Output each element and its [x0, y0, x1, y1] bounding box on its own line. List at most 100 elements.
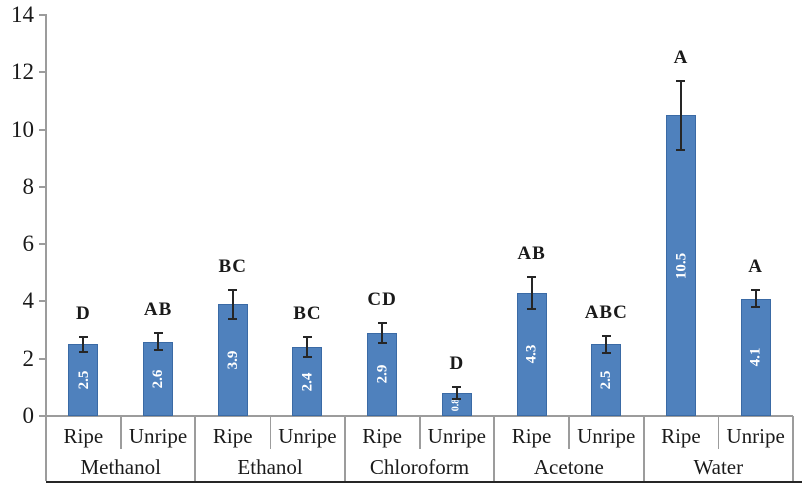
condition-label: Ripe	[661, 424, 701, 448]
error-bar-cap-top	[751, 288, 761, 291]
condition-label: Unripe	[278, 424, 337, 448]
bar	[143, 341, 174, 416]
error-bar-cap-bottom	[452, 397, 462, 400]
error-bar	[306, 337, 309, 358]
category-separator	[642, 416, 645, 481]
sig-letter-label: BC	[293, 303, 322, 325]
bar-value-label: 4.3	[523, 345, 540, 364]
bar-value-label: 3.9	[224, 350, 241, 370]
chart-bottom-border	[46, 481, 802, 483]
category-separator	[493, 416, 496, 481]
bar	[591, 344, 622, 416]
error-bar	[157, 332, 160, 351]
error-bar-cap-bottom	[751, 306, 761, 309]
error-bar	[82, 337, 85, 352]
condition-label: Unripe	[726, 424, 785, 448]
error-bar-cap-top	[601, 334, 611, 337]
sig-letter-label: BC	[218, 255, 247, 277]
error-bar	[605, 335, 608, 353]
bar-value-label: 2.6	[150, 369, 167, 389]
bar-value-label: 2.5	[75, 370, 92, 390]
error-bar	[754, 289, 757, 308]
bar	[292, 347, 323, 416]
bar	[740, 298, 771, 416]
y-axis-tick-label: 14	[11, 2, 34, 27]
condition-label: Ripe	[212, 424, 253, 448]
condition-label: Ripe	[511, 424, 552, 448]
error-bar-cap-bottom	[78, 350, 88, 353]
error-bar-cap-bottom	[228, 317, 238, 320]
error-bar-cap-top	[452, 386, 462, 389]
error-bar-cap-bottom	[676, 148, 686, 151]
y-axis-tick-label: 10	[11, 116, 34, 142]
sig-letter-label: AB	[517, 243, 546, 265]
condition-label: Ripe	[63, 424, 104, 448]
error-bar	[679, 80, 682, 150]
bar	[516, 292, 547, 416]
bar-value-label: 2.9	[374, 365, 391, 384]
sig-letter-label: AB	[143, 298, 173, 320]
y-axis-tick-mark	[39, 185, 46, 188]
y-axis-tick-mark	[39, 357, 46, 360]
bar	[68, 344, 99, 416]
y-axis-tick-label: 6	[22, 231, 35, 257]
bar	[665, 115, 696, 416]
condition-separator	[120, 416, 122, 449]
error-bar-cap-top	[377, 321, 387, 324]
y-axis-tick-label: 12	[11, 59, 34, 85]
error-bar	[455, 387, 458, 399]
error-bar	[381, 322, 384, 343]
y-axis-tick-mark	[39, 71, 46, 74]
condition-label: Unripe	[128, 424, 188, 448]
error-bar	[530, 277, 533, 309]
y-axis-tick-label: 0	[22, 403, 35, 428]
plot-right-edge	[792, 416, 794, 481]
error-bar-cap-bottom	[601, 351, 611, 354]
sig-letter-label: D	[75, 303, 91, 325]
category-label: Methanol	[80, 455, 161, 479]
error-bar-cap-top	[527, 276, 537, 279]
error-bar-cap-bottom	[527, 307, 537, 310]
y-axis-tick-label: 4	[22, 288, 35, 314]
category-label: Chloroform	[369, 455, 470, 479]
y-axis-tick-label: 8	[22, 173, 35, 199]
error-bar-cap-top	[153, 331, 163, 334]
y-axis-tick-mark	[39, 128, 46, 131]
sig-letter-label: D	[449, 353, 465, 375]
sig-letter-label: A	[673, 46, 689, 68]
y-axis-tick-mark	[39, 243, 46, 246]
condition-separator	[568, 416, 570, 449]
y-axis-tick-label: 2	[22, 345, 35, 371]
category-label: Acetone	[533, 455, 604, 479]
condition-label: Unripe	[577, 424, 636, 448]
sig-letter-label: CD	[367, 288, 397, 310]
y-axis-tick-mark	[39, 14, 46, 16]
sig-letter-label: ABC	[584, 301, 628, 323]
condition-separator	[419, 416, 421, 449]
error-bar-cap-bottom	[377, 341, 387, 344]
y-axis-tick-mark	[39, 300, 46, 303]
bar-value-label: 4.1	[747, 347, 764, 367]
y-axis-line	[45, 14, 47, 481]
bar	[367, 332, 398, 416]
condition-separator	[269, 416, 272, 449]
category-label: Ethanol	[237, 455, 303, 479]
y-axis-tick-mark	[39, 415, 46, 417]
bar-value-label: 10.5	[672, 252, 689, 279]
condition-label: Ripe	[362, 424, 402, 448]
error-bar-cap-bottom	[302, 356, 312, 359]
error-bar	[231, 289, 234, 319]
category-separator	[343, 416, 346, 481]
condition-separator	[717, 416, 720, 449]
error-bar-cap-top	[78, 336, 88, 339]
error-bar-cap-top	[676, 79, 686, 82]
sig-letter-label: A	[748, 255, 763, 277]
bar-value-label: 2.5	[598, 370, 615, 390]
category-separator	[194, 416, 197, 481]
error-bar-cap-top	[228, 288, 238, 291]
condition-label: Unripe	[427, 424, 486, 448]
error-bar-cap-bottom	[153, 349, 163, 352]
category-label: Water	[693, 455, 744, 479]
error-bar-cap-top	[302, 336, 312, 339]
